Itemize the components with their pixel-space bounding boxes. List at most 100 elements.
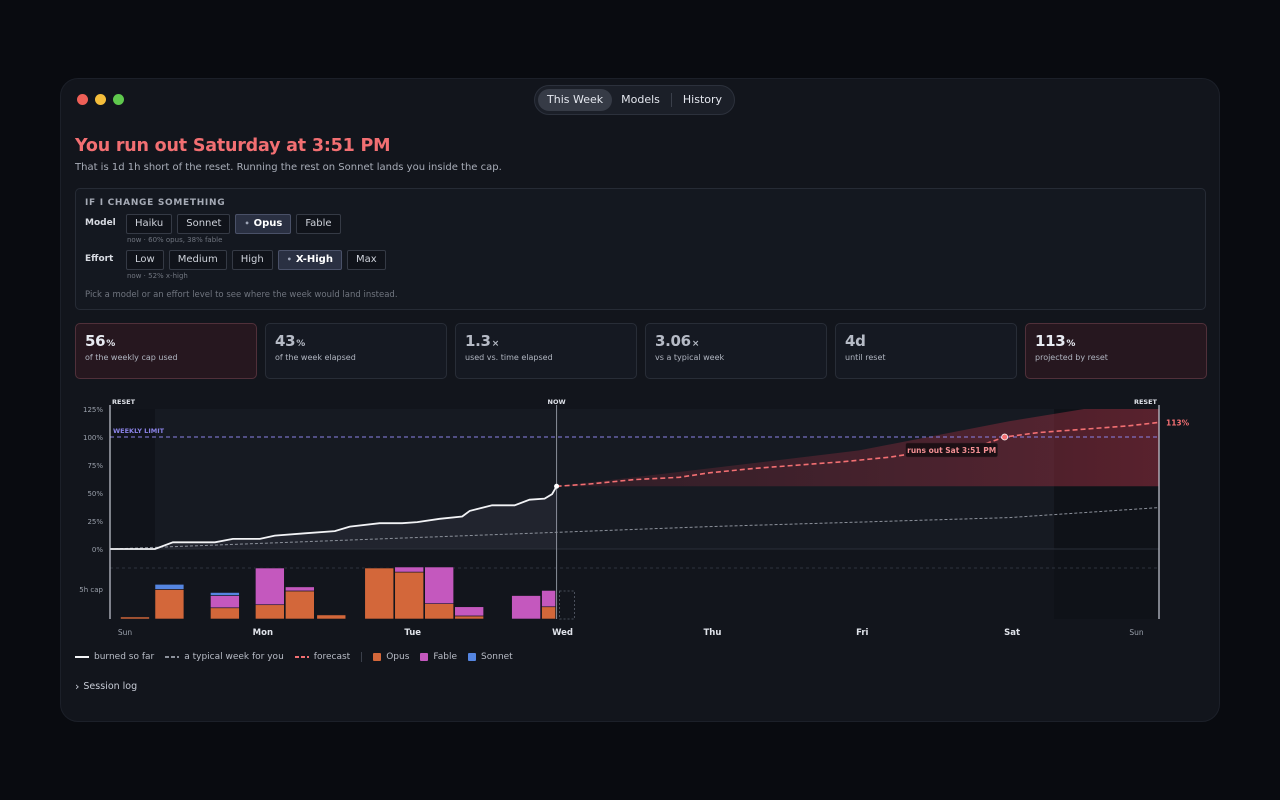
projected-end-label: 113% — [1166, 418, 1190, 427]
tab-this-week[interactable]: This Week — [538, 89, 613, 111]
stat-value: 113 — [1035, 332, 1066, 350]
stat-value: 43 — [275, 332, 296, 350]
app-window: This Week Models History You run out Sat… — [60, 78, 1220, 722]
session-log-label: Session log — [83, 681, 138, 692]
tab-models[interactable]: Models — [621, 93, 660, 106]
burned-area — [110, 486, 557, 549]
y-tick-label: 125% — [83, 406, 103, 414]
chart-legend: burned so far a typical week for you forec… — [75, 652, 513, 662]
legend-label: burned so far — [94, 652, 155, 662]
session-bar-segment — [210, 592, 240, 596]
what-if-title: IF I CHANGE SOMETHING — [85, 198, 226, 208]
zoom-window-button[interactable] — [113, 94, 124, 105]
reset-label-right: RESET — [1134, 398, 1158, 406]
session-bar-segment — [285, 586, 315, 592]
legend-label: Sonnet — [481, 652, 513, 662]
now-label: NOW — [548, 398, 566, 406]
legend-item: Sonnet — [468, 652, 513, 662]
page-title: You run out Saturday at 3:51 PM — [75, 136, 391, 156]
legend-item: Opus — [373, 652, 409, 662]
stat-card-week-elapsed: 43% of the week elapsed — [265, 323, 447, 379]
stat-card-projected: 113% projected by reset — [1025, 323, 1207, 379]
stat-unit: % — [1066, 339, 1076, 349]
session-log-toggle[interactable]: › Session log — [75, 680, 137, 693]
model-options: Haiku Sonnet Opus Fable — [126, 214, 341, 234]
x-tick-label: Wed — [552, 628, 573, 638]
effort-option-x-high[interactable]: X-High — [277, 250, 342, 270]
effort-option-max[interactable]: Max — [346, 250, 386, 270]
legend-swatch — [165, 656, 180, 658]
y-tick-label: 0% — [92, 546, 103, 554]
stat-label: vs a typical week — [655, 353, 725, 362]
model-option-haiku[interactable]: Haiku — [126, 214, 173, 234]
stat-label: projected by reset — [1035, 353, 1108, 362]
stat-unit: × — [491, 339, 500, 349]
effort-option-medium[interactable]: Medium — [168, 250, 227, 270]
current-session-outline — [559, 590, 575, 620]
legend-item: forecast — [294, 652, 351, 662]
what-if-hint: Pick a model or an effort level to see w… — [85, 290, 398, 300]
stat-value: 1.3 — [465, 332, 491, 350]
legend-item: burned so far — [75, 652, 154, 662]
tab-history[interactable]: History — [682, 93, 723, 106]
legend-item: a typical week for you — [165, 652, 284, 662]
runout-callout-label: runs out Sat 3:51 PM — [907, 446, 996, 455]
session-bar-segment — [210, 595, 240, 609]
model-option-sonnet[interactable]: Sonnet — [177, 214, 231, 234]
runout-callout — [905, 442, 998, 458]
session-bar-segment — [120, 616, 150, 620]
stat-value: 4d — [845, 332, 866, 350]
model-option-fable[interactable]: Fable — [296, 214, 341, 234]
now-point — [554, 483, 560, 489]
stat-card-used-vs-elapsed: 1.3× used vs. time elapsed — [455, 323, 637, 379]
weekly-limit-label: WEEKLY LIMIT — [113, 427, 165, 435]
stat-label: of the week elapsed — [275, 353, 356, 362]
stat-label: of the weekly cap used — [85, 353, 178, 362]
legend-label: forecast — [313, 652, 351, 662]
y-tick-label: 50% — [87, 490, 103, 498]
x-tick-label: Fri — [856, 628, 868, 638]
effort-option-high[interactable]: High — [231, 250, 273, 270]
x-tick-label: Sun — [1129, 628, 1144, 637]
y-tick-label: 25% — [87, 518, 103, 526]
effort-option-low[interactable]: Low — [126, 250, 164, 270]
stat-card-until-reset: 4d until reset — [835, 323, 1017, 379]
x-tick-label: Thu — [703, 628, 721, 638]
model-note: now · 60% opus, 38% fable — [127, 236, 223, 244]
legend-swatch — [420, 653, 429, 661]
legend-label: a typical week for you — [184, 652, 284, 662]
stat-card-vs-typical: 3.06× vs a typical week — [645, 323, 827, 379]
legend-swatch — [468, 653, 477, 661]
burned-line — [110, 485, 558, 550]
view-tabs: This Week Models History — [534, 85, 736, 115]
stat-unit: % — [296, 339, 305, 349]
close-window-button[interactable] — [77, 94, 88, 105]
session-bar-segment — [210, 607, 240, 620]
x-tick-label: Sat — [1004, 628, 1020, 638]
weekly-usage-chart: 125% 100% 75% 50% 25% 0% 5h cap WEEKLY LIMIT NOW… — [79, 398, 1190, 638]
legend-divider — [361, 652, 363, 662]
session-bar-segment — [454, 615, 484, 620]
session-bar-segment — [394, 566, 425, 573]
effort-note: now · 52% x-high — [127, 272, 188, 280]
stat-card-cap-used: 56% of the weekly cap used — [75, 323, 257, 379]
y-tick-label: 100% — [83, 434, 103, 442]
x-tick-label: Tue — [404, 628, 421, 638]
reset-label-left: RESET — [112, 398, 136, 406]
chevron-right-icon: › — [75, 680, 80, 693]
window-controls — [77, 94, 124, 105]
stat-label: until reset — [845, 353, 886, 362]
x-tick-label: Sun — [118, 628, 133, 637]
session-bar-segment — [255, 567, 285, 606]
stat-unit: % — [106, 339, 115, 349]
minimize-window-button[interactable] — [95, 94, 106, 105]
y-tick-label: 75% — [87, 462, 103, 470]
model-option-opus[interactable]: Opus — [235, 214, 292, 234]
session-bar-segment — [511, 595, 541, 620]
forecast-line — [556, 421, 1160, 488]
stat-label: used vs. time elapsed — [465, 353, 553, 362]
legend-swatch — [294, 656, 309, 658]
session-bar-segment — [154, 589, 185, 620]
model-row-label: Model — [85, 218, 116, 228]
page-subtitle: That is 1d 1h short of the reset. Runnin… — [75, 162, 502, 173]
